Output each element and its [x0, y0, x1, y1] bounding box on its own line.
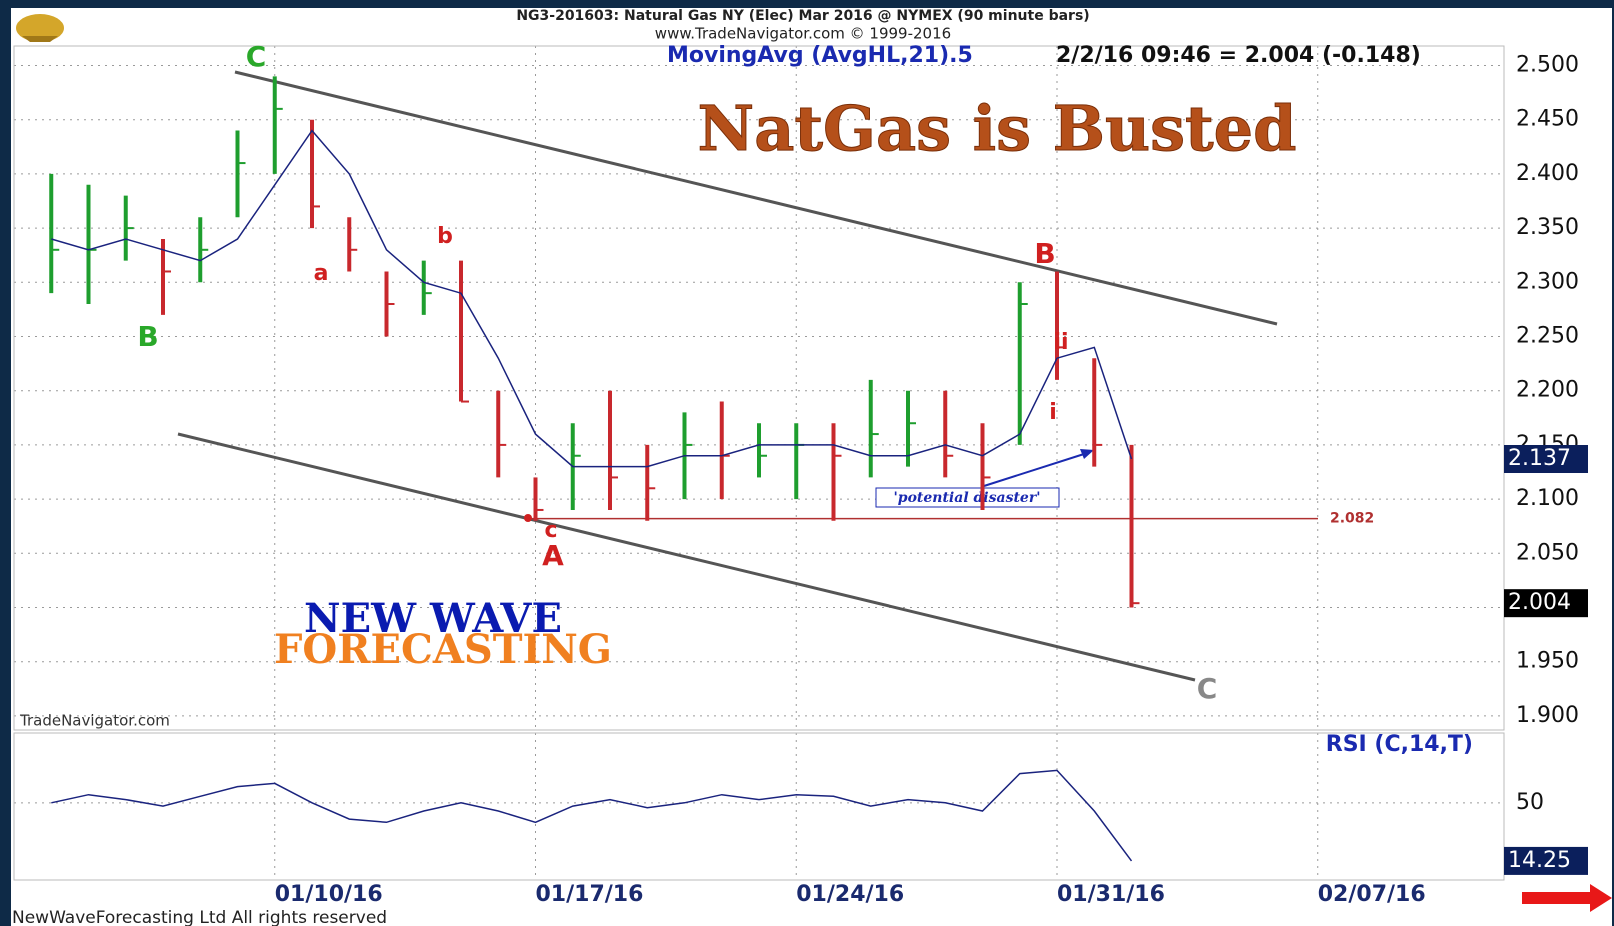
wave-label: A	[542, 539, 564, 572]
close-last-box	[1504, 589, 1588, 618]
x-tick-label: 02/07/16	[1318, 882, 1426, 907]
y-tick-label: 2.450	[1516, 107, 1579, 132]
y-tick-label: 2.050	[1516, 540, 1579, 565]
source: TradeNavigator.com	[19, 712, 170, 730]
callout-arrow	[983, 453, 1085, 487]
wave-label: c	[544, 518, 557, 543]
chart-subtitle: www.TradeNavigator.com © 1999-2016	[655, 25, 951, 43]
upper-channel	[234, 70, 1278, 326]
moving-average	[51, 129, 1133, 468]
y-tick-label: 2.500	[1516, 53, 1579, 78]
x-tick-label: 01/10/16	[275, 882, 383, 907]
price-panel	[13, 45, 1505, 731]
y-tick-label: 2.100	[1516, 486, 1579, 511]
wave-label: a	[314, 261, 329, 286]
x-tick-label: 01/24/16	[796, 882, 904, 907]
ma-last-box	[1504, 445, 1588, 474]
y-tick-label: 1.950	[1516, 649, 1579, 674]
y-tick-label: 50	[1516, 790, 1544, 815]
brand-line-1: NEW WAVE	[304, 595, 562, 642]
ma-legend: MovingAvg (AvgHL,21).5	[667, 43, 973, 68]
wave-label: C	[246, 40, 267, 73]
close-last-label: 2.004	[1508, 590, 1571, 615]
rsi-last-box	[1504, 846, 1588, 875]
callout: 'potential disaster'	[894, 490, 1041, 506]
y-tick-label: 2.250	[1516, 324, 1579, 349]
wave-label: i	[1049, 400, 1057, 425]
y-tick-label: 2.300	[1516, 269, 1579, 294]
brand-line-2: FORECASTING	[274, 626, 612, 673]
y-tick-label: 2.400	[1516, 161, 1579, 186]
x-tick-label: 01/17/16	[536, 882, 644, 907]
y-tick-label: 2.350	[1516, 215, 1579, 240]
chart-title: NG3-201603: Natural Gas NY (Elec) Mar 20…	[516, 8, 1089, 24]
lower-channel	[177, 432, 1196, 682]
wave-label: ii	[1053, 330, 1068, 355]
low-marker	[524, 514, 532, 522]
y-tick-label: 2.200	[1516, 378, 1579, 403]
support-label: 2.082	[1330, 511, 1374, 527]
x-tick-label: 01/31/16	[1057, 882, 1165, 907]
callout-arrowhead	[1080, 449, 1094, 459]
wave-label: C	[1197, 672, 1218, 705]
y-tick-label: 1.900	[1516, 703, 1579, 728]
wave-label: B	[1034, 237, 1055, 270]
rsi-title: RSI (C,14,T)	[1326, 732, 1473, 757]
wave-label: b	[437, 224, 453, 249]
rsi-panel	[13, 732, 1505, 881]
rsi-line	[51, 769, 1133, 862]
wave-label: B	[137, 320, 158, 353]
ma-last-label: 2.137	[1508, 446, 1571, 471]
chart-background	[11, 8, 1612, 926]
readout: 2/2/16 09:46 = 2.004 (-0.148)	[1056, 43, 1421, 68]
red-arrow	[1522, 884, 1612, 912]
footer: NewWaveForecasting Ltd All rights reserv…	[12, 908, 387, 926]
logo	[16, 14, 64, 42]
rsi-last-label: 14.25	[1508, 848, 1571, 873]
callout-box	[875, 487, 1060, 508]
headline: NatGas is Busted	[698, 92, 1297, 165]
